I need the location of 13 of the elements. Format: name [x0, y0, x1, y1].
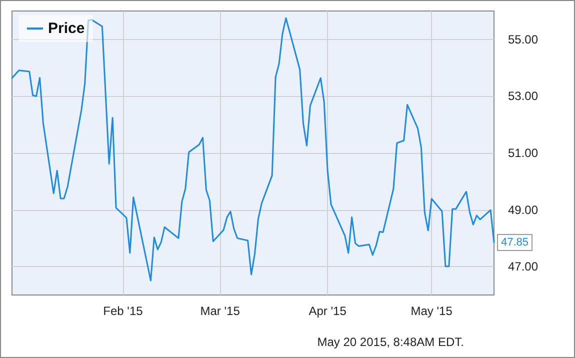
legend-label: Price — [48, 20, 85, 37]
x-tick-label: Mar '15 — [200, 304, 240, 318]
data-label: 47.85 — [501, 236, 529, 248]
y-tick-label: 55.00 — [508, 32, 538, 46]
y-tick-label: 53.00 — [508, 89, 538, 104]
y-tick-label: 47.00 — [508, 260, 538, 274]
line-series — [11, 17, 495, 282]
y-tick-label: 51.00 — [508, 146, 538, 160]
x-tick-label: Apr '15 — [308, 304, 347, 318]
text: May 20 2015, 8:48AM EDT. — [317, 335, 464, 349]
x-tick-label: Feb '15 — [103, 304, 144, 318]
x-tick-label: May '15 — [410, 304, 453, 318]
y-tick-label: 49.00 — [508, 202, 538, 217]
